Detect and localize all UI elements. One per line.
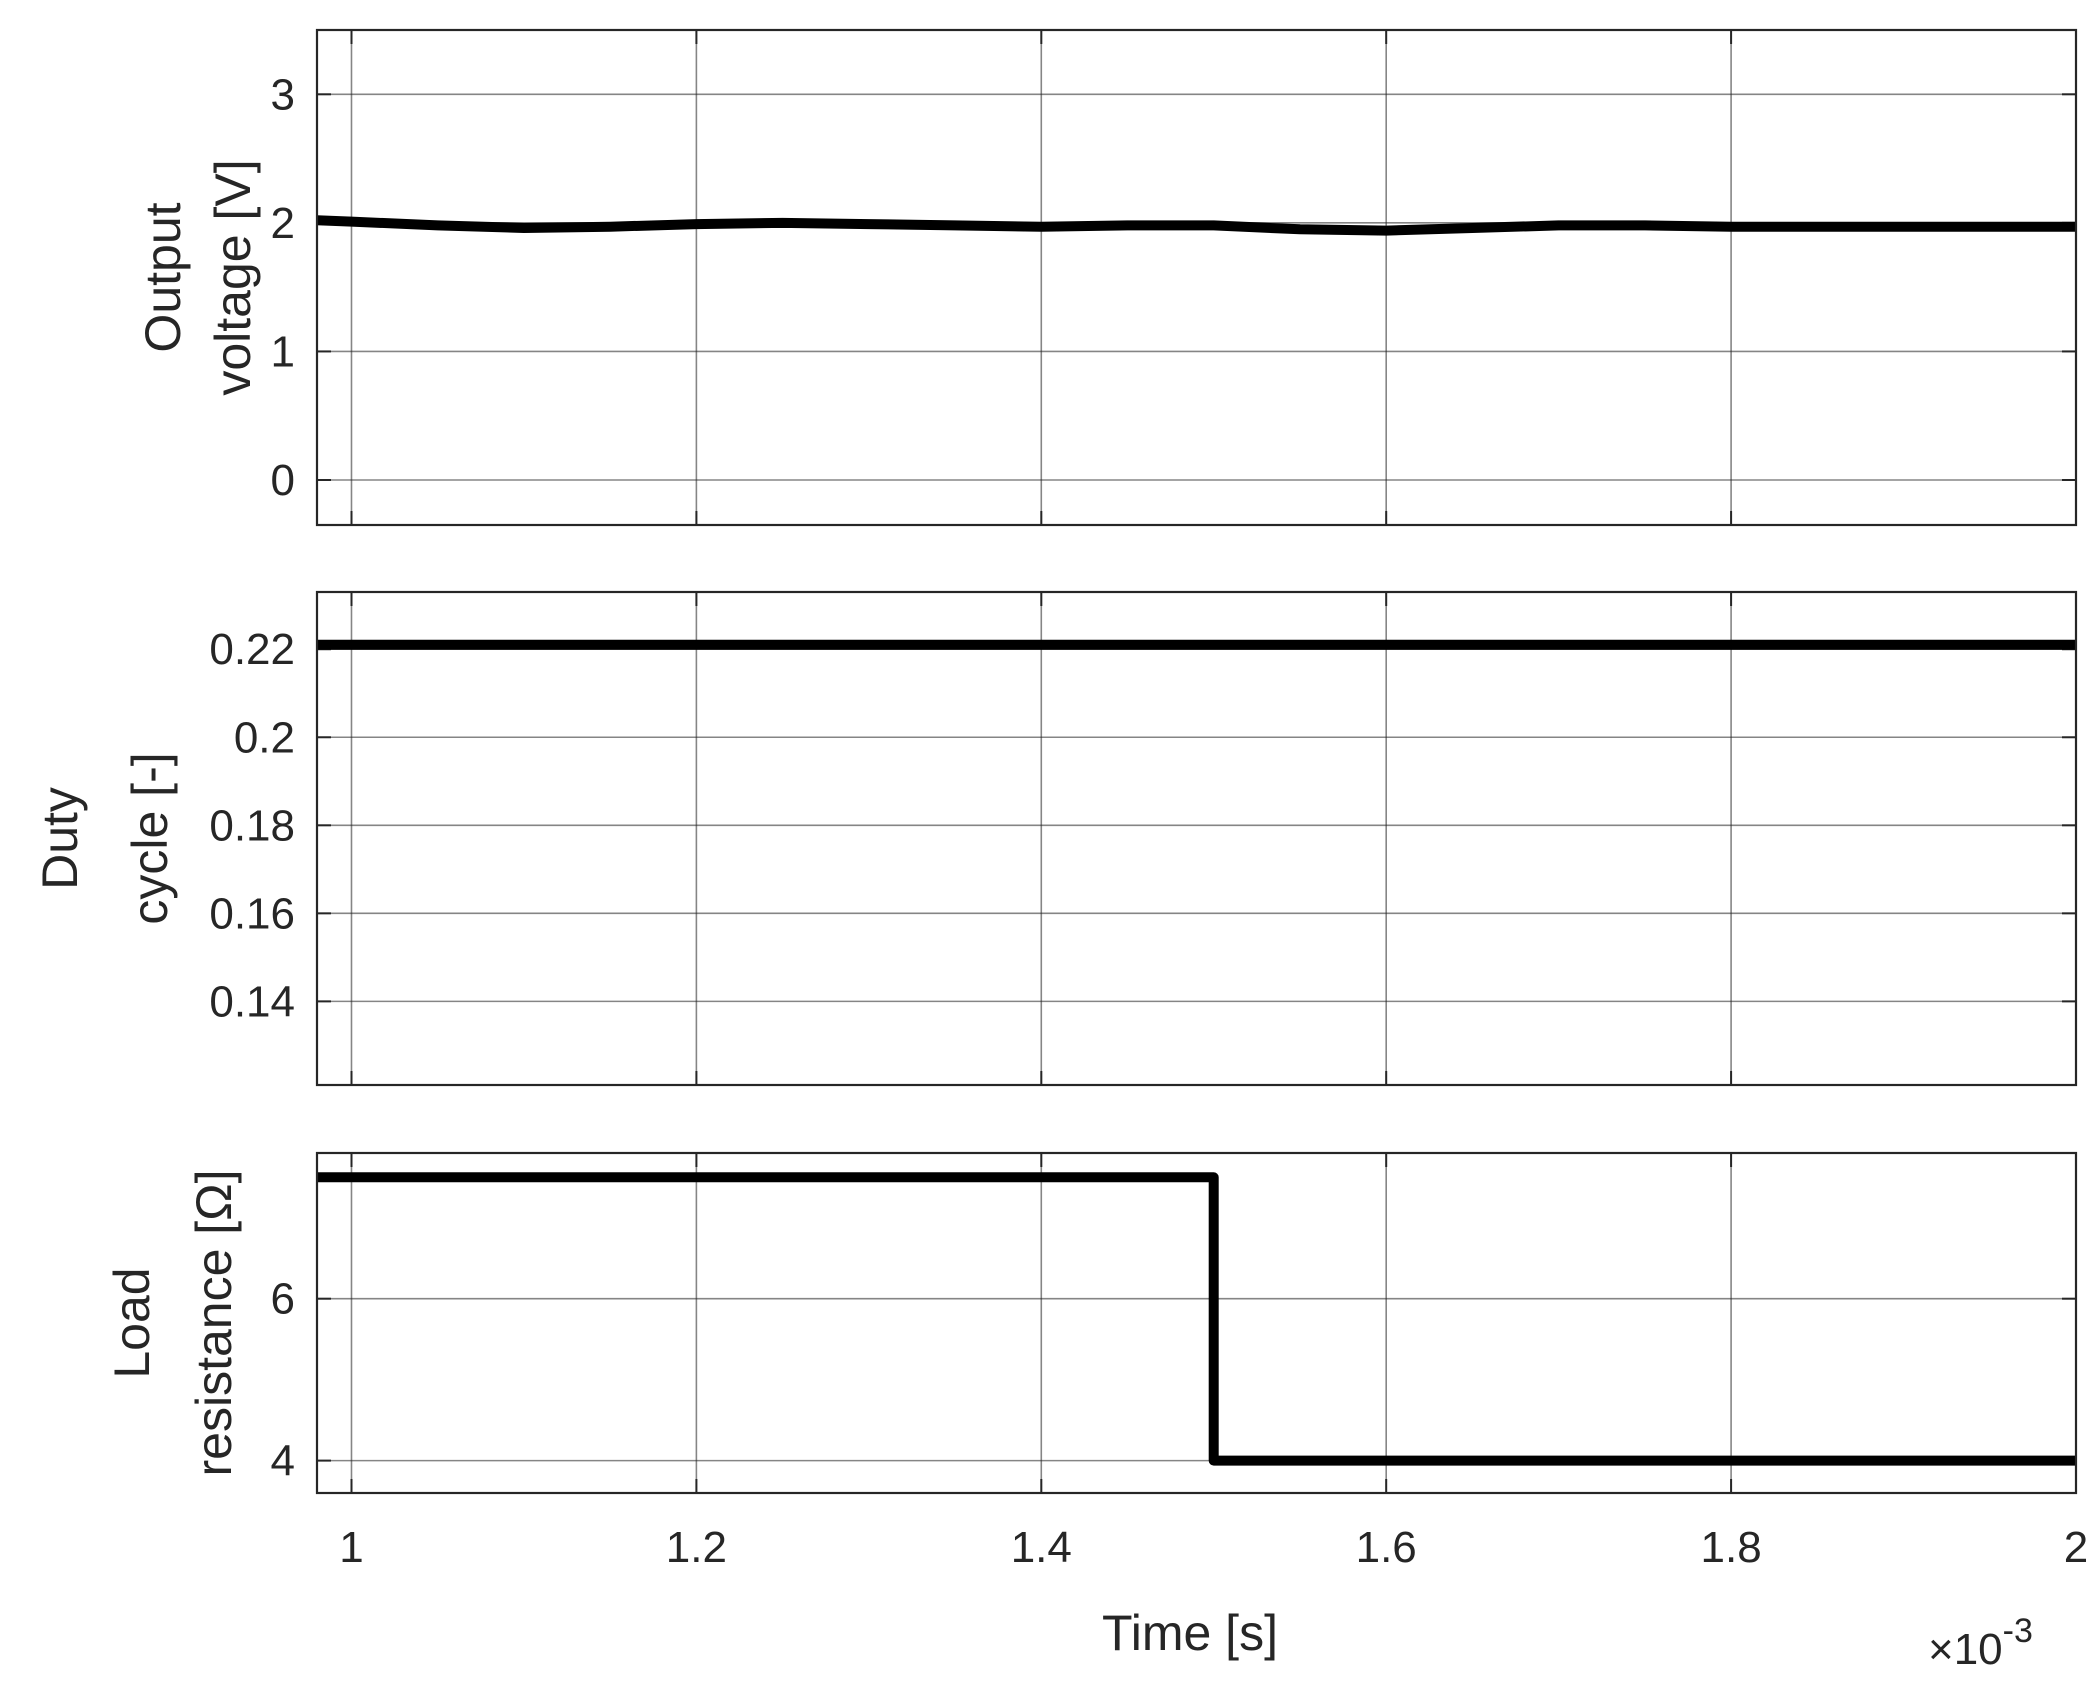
x-tick-label: 1.2 xyxy=(666,1523,727,1572)
y-tick-label: 1 xyxy=(271,327,295,376)
x-tick-label: 1.4 xyxy=(1011,1523,1072,1572)
subplot-output-voltage: 0 1 2 3 Output voltage [V] xyxy=(135,28,2078,527)
subplot-duty-cycle: 0.14 0.16 0.18 0.2 0.22 Duty cycle [-] xyxy=(32,590,2078,1087)
subplots: 0 1 2 3 Output voltage [V] 0.14 0.16 0.18 0.2 0.22… xyxy=(32,28,2088,1572)
y-axis-title-line: Load xyxy=(104,1267,160,1378)
axes-frame xyxy=(315,28,2078,527)
axes-frame xyxy=(315,1151,2078,1495)
x-axis-exponent-base: ×10 xyxy=(1928,1625,2003,1674)
y-axis-title-line: Output xyxy=(135,202,191,352)
y-tick-label: 0.22 xyxy=(209,625,295,674)
y-tick-label: 2 xyxy=(271,199,295,248)
x-axis-exponent-power: -3 xyxy=(2003,1612,2033,1650)
y-tick-label: 0 xyxy=(271,456,295,505)
y-tick-label: 0.18 xyxy=(209,801,295,850)
x-axis-title: Time [s] xyxy=(1102,1605,1278,1661)
axes-frame xyxy=(315,590,2078,1087)
output-voltage-series-line xyxy=(316,215,2076,236)
y-axis-title-line: voltage [V] xyxy=(205,159,261,395)
y-tick-label: 6 xyxy=(271,1275,295,1324)
y-axis-title-line: cycle [-] xyxy=(122,752,178,924)
subplot-load-resistance: 4 6 Load resistance [Ω] 1 1.2 1.4 1.6 1.8 2 xyxy=(104,1151,2088,1572)
load-resistance-series-line xyxy=(317,1172,2076,1466)
y-tick-label: 0.16 xyxy=(209,889,295,938)
y-tick-label: 0.2 xyxy=(234,713,295,762)
x-axis-exponent: ×10-3 xyxy=(1928,1612,2033,1674)
y-axis-title-line: Duty xyxy=(32,787,88,890)
x-tick-label: 1.6 xyxy=(1356,1523,1417,1572)
x-tick-label: 2 xyxy=(2064,1523,2088,1572)
y-tick-label: 0.14 xyxy=(209,977,295,1026)
x-tick-label: 1.8 xyxy=(1701,1523,1762,1572)
y-tick-label: 3 xyxy=(271,70,295,119)
y-axis-title-line: resistance [Ω] xyxy=(186,1170,242,1477)
y-tick-label: 4 xyxy=(271,1437,295,1486)
x-tick-label: 1 xyxy=(339,1523,363,1572)
